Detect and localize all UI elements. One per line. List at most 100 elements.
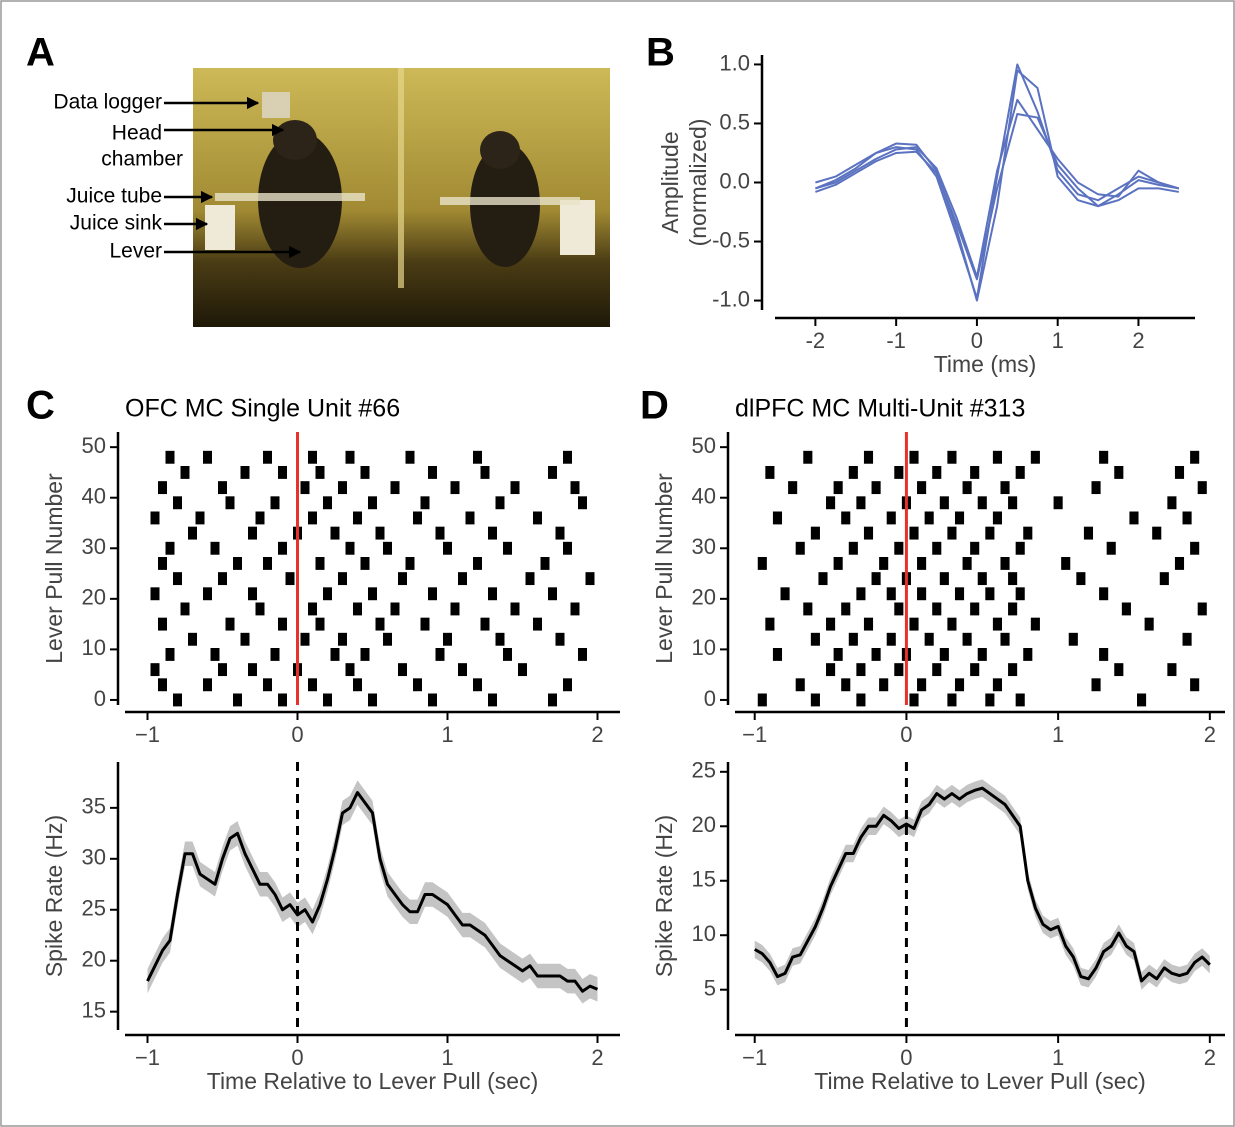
spike: [420, 496, 430, 510]
y-axis-title: Amplitude: [657, 131, 683, 233]
x-tick-label: −1: [742, 722, 767, 747]
spike: [1008, 572, 1018, 586]
spike: [765, 617, 775, 631]
spike: [338, 632, 347, 646]
spike: [188, 632, 197, 646]
spike: [263, 450, 272, 464]
spike: [278, 541, 287, 555]
spike: [225, 496, 235, 510]
line: [815, 98, 1180, 278]
spike: [985, 526, 995, 540]
spike: [932, 602, 942, 616]
error-band: [147, 780, 598, 1004]
spike: [218, 481, 227, 495]
y-tick-label: 40: [692, 484, 716, 509]
spike: [428, 465, 437, 479]
spike: [886, 587, 896, 601]
spike: [458, 572, 467, 586]
spike: [345, 450, 355, 464]
spike: [970, 465, 980, 479]
spike: [180, 602, 190, 616]
spike: [848, 465, 858, 479]
spike: [909, 693, 919, 707]
y-tick-label: 1.0: [719, 50, 750, 75]
spike: [879, 678, 889, 692]
spike: [240, 632, 250, 646]
spike: [1030, 617, 1040, 631]
y-tick-label: 20: [692, 812, 716, 837]
spike: [803, 602, 813, 616]
spike: [255, 602, 265, 616]
spike: [894, 602, 904, 616]
spike: [1015, 541, 1025, 555]
spike: [473, 450, 482, 464]
y-tick-label: 30: [692, 534, 716, 559]
spike: [323, 587, 332, 601]
y-tick-label: 10: [692, 635, 716, 660]
spike: [833, 647, 843, 661]
y-tick-label: 30: [82, 845, 106, 870]
spike: [780, 587, 790, 601]
x-axis-title: Time Relative to Lever Pull (sec): [814, 1068, 1145, 1094]
spike: [1197, 602, 1207, 616]
spike: [1114, 465, 1124, 479]
spike: [548, 587, 557, 601]
spike: [863, 450, 874, 464]
spike: [353, 602, 362, 616]
spike: [390, 602, 400, 616]
y-tick-label: 20: [82, 947, 106, 972]
spike: [924, 632, 934, 646]
x-tick-label: 0: [971, 328, 983, 353]
photo-label: Head: [112, 122, 162, 145]
spike: [480, 465, 490, 479]
y-axis-title: Lever Pull Number: [41, 473, 67, 664]
spike: [548, 465, 557, 479]
spike: [1144, 617, 1154, 631]
x-tick-label: 2: [591, 1045, 603, 1070]
y-tick-label: 25: [692, 758, 716, 783]
spike: [1137, 693, 1147, 707]
y-tick-label: 35: [82, 794, 106, 819]
panel-letter: A: [26, 31, 55, 75]
spike: [323, 693, 332, 707]
spike: [1068, 632, 1078, 646]
spike: [810, 526, 820, 540]
spike: [841, 511, 851, 525]
spike: [563, 678, 572, 692]
spike: [368, 496, 377, 510]
spike: [525, 572, 535, 586]
y-tick-label: 0: [704, 686, 716, 711]
y-tick-label: 20: [82, 585, 106, 610]
spike: [1015, 465, 1025, 479]
spike: [428, 693, 437, 707]
spike: [985, 587, 995, 601]
spike: [570, 481, 580, 495]
spike: [939, 496, 949, 510]
spike: [1015, 587, 1025, 601]
line: [815, 113, 1180, 281]
spike: [962, 632, 972, 646]
spike: [435, 526, 445, 540]
spike: [263, 556, 272, 570]
spike: [947, 450, 957, 464]
spike: [413, 678, 422, 692]
spike: [795, 541, 805, 555]
spike: [450, 602, 460, 616]
spike: [300, 481, 310, 495]
photo-label: Juice tube: [66, 185, 162, 208]
spike: [338, 572, 347, 586]
spike: [1197, 481, 1207, 495]
y-axis-title: Lever Pull Number: [651, 473, 677, 664]
spike: [173, 496, 182, 510]
spike: [841, 678, 851, 692]
spike: [345, 541, 355, 555]
spike: [992, 678, 1002, 692]
spike: [308, 511, 317, 525]
spike: [863, 617, 874, 631]
spike: [909, 617, 919, 631]
spike: [1190, 541, 1200, 555]
spike: [510, 481, 520, 495]
spike: [353, 511, 362, 525]
spike: [1106, 541, 1116, 555]
spike: [1114, 663, 1124, 677]
